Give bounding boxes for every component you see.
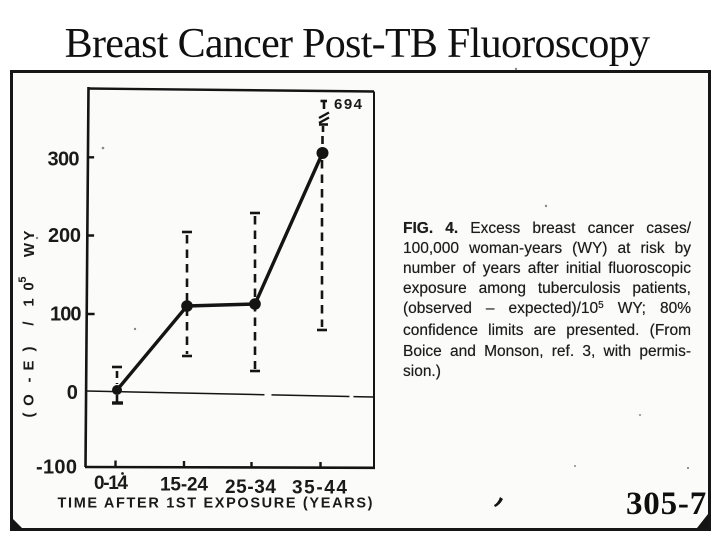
svg-text:1: 1 [21, 298, 38, 306]
svg-text:/: / [21, 321, 38, 326]
svg-text:5: 5 [17, 276, 29, 282]
svg-text:694: 694 [334, 96, 363, 113]
svg-text:0: 0 [67, 382, 78, 404]
svg-text:15-24: 15-24 [160, 475, 208, 496]
svg-text:Y: Y [21, 230, 38, 240]
svg-text:-100: -100 [36, 457, 77, 479]
svg-text:35-44: 35-44 [292, 478, 347, 499]
svg-text:O: O [21, 394, 38, 406]
svg-text:200: 200 [48, 225, 81, 247]
svg-text:25-34: 25-34 [225, 477, 276, 498]
svg-text:): ) [21, 347, 38, 352]
svg-text:-: - [21, 378, 38, 383]
svg-text:0-14: 0-14 [94, 473, 128, 494]
svg-text:E: E [21, 360, 38, 370]
svg-text:(: ( [21, 413, 38, 418]
svg-text:0: 0 [21, 282, 38, 290]
svg-text:100: 100 [50, 304, 82, 326]
svg-text:TIME AFTER 1ST EXPOSURE (YEARS: TIME AFTER 1ST EXPOSURE (YEARS) [58, 496, 373, 512]
svg-text:300: 300 [48, 148, 80, 170]
svg-text:W: W [21, 242, 38, 257]
